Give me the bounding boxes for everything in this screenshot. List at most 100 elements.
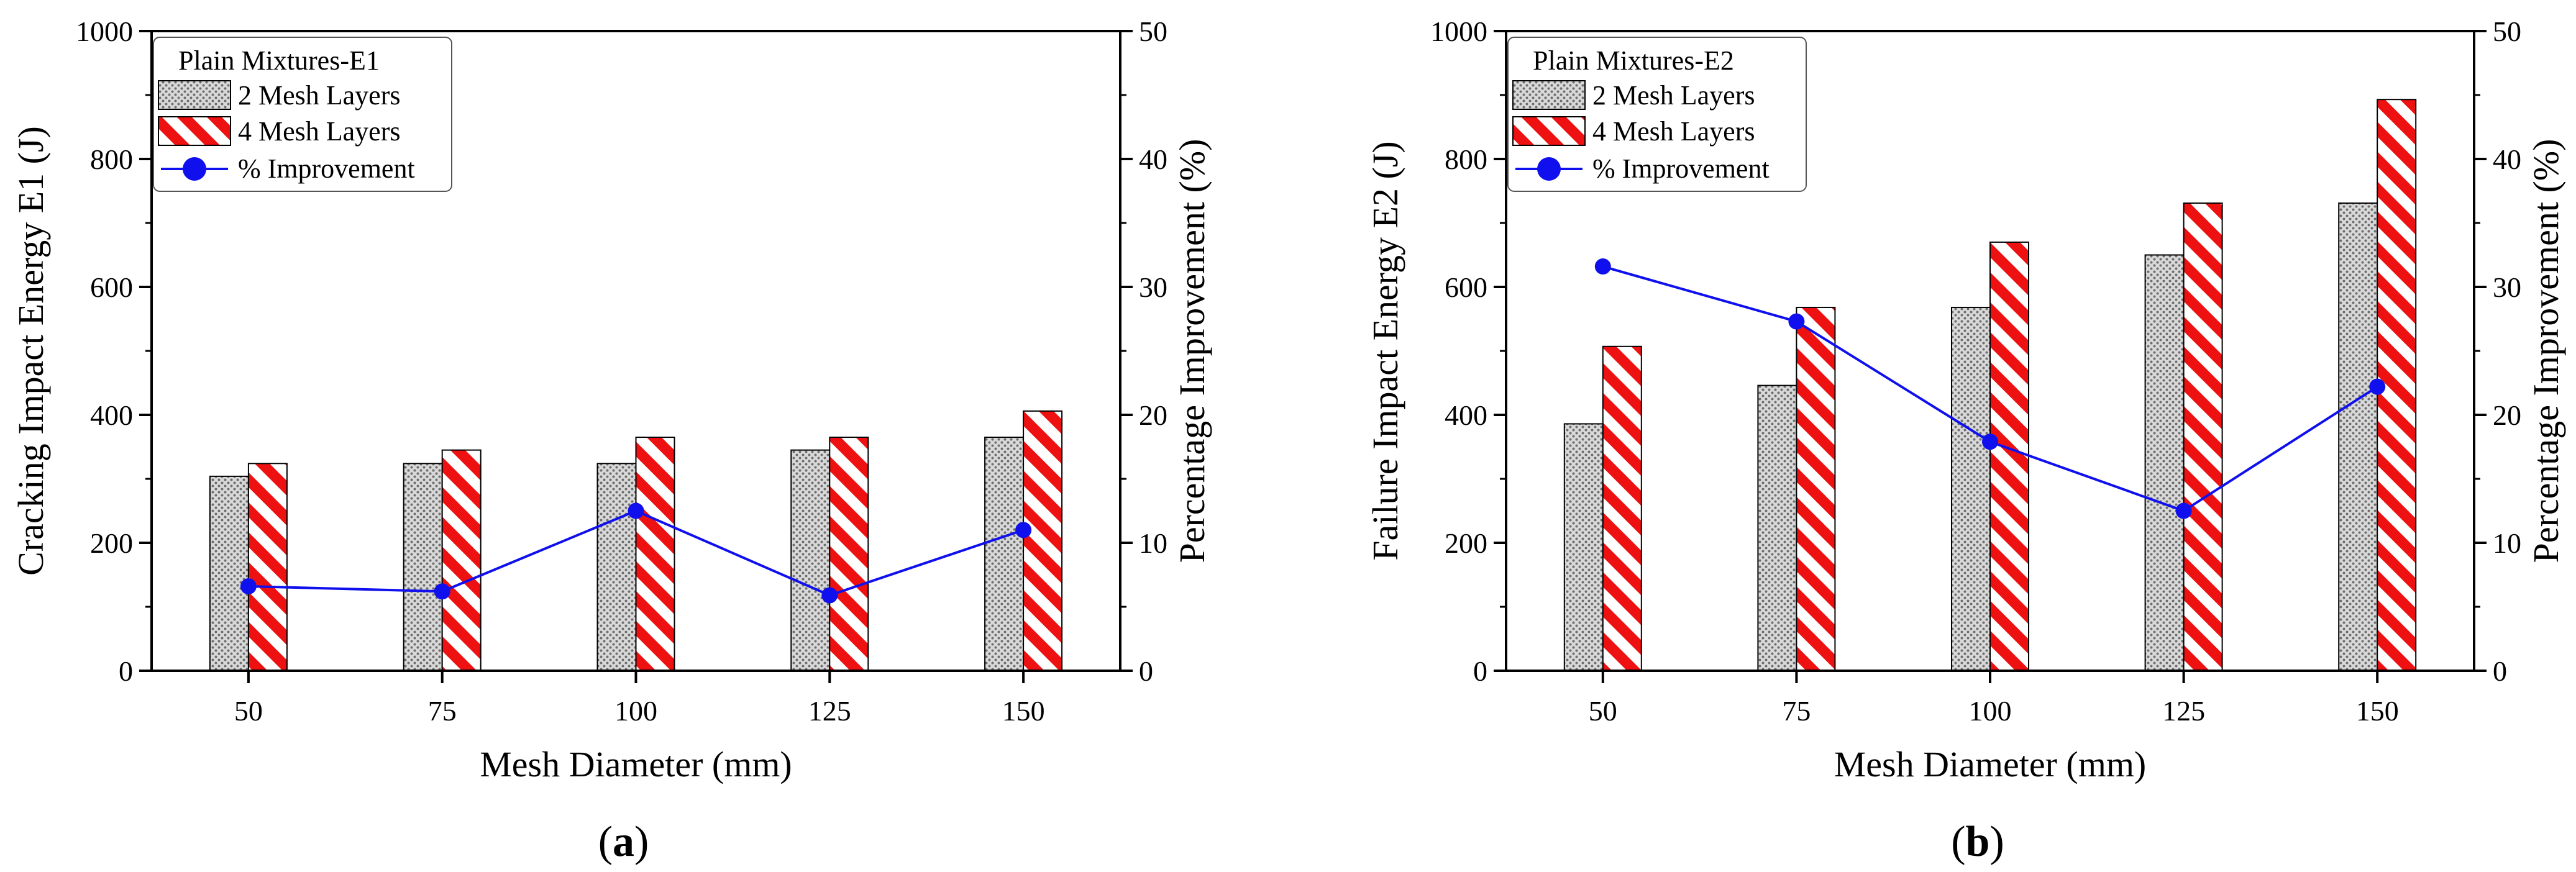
panel-b-bar-2-layers-100 [1951,306,1991,671]
panel-a-bar-2-layers-50 [209,475,249,671]
panel-b-axes: 0 200 400 600 800 1000 0 10 20 30 40 50 50 75 100 125… [1430,16,2521,727]
chart-panel-b: 0 200 400 600 800 1000 0 10 20 30 40 50 50 75 100 125… [1365,16,2566,866]
panel-b-label-letter: b [1966,818,1990,866]
panel-a-left-tick-label-800: 800 [90,143,133,175]
panel-b-right-tick-label-50: 50 [2493,16,2521,47]
panel-a-legend-swatch-4-layers [158,116,231,146]
panel-b-left-axis-ticks: 0 200 400 600 800 1000 [1430,16,1506,687]
panel-b-improvement-point-125 [2175,502,2192,519]
panel-a-right-tick-label-10: 10 [1139,527,1167,559]
panel-b-legend-marker-sample [1537,157,1561,181]
panel-b-bar-2-layers-75 [1757,384,1797,671]
panel-a-bar-4-layers-100 [635,437,675,671]
panel-a-x-tick-label-75: 75 [428,695,457,727]
panel-a-x-tick-label-125: 125 [808,695,851,727]
panel-a-right-tick-label-50: 50 [1139,16,1167,47]
panel-b-x-tick-label-100: 100 [1969,695,2012,727]
panel-a-left-tick-label-1000: 1000 [76,16,133,47]
panel-b-x-tick-label-150: 150 [2356,695,2399,727]
panel-b-improvement-point-50 [1594,258,1611,275]
panel-a-bar-2-layers-75 [403,463,443,672]
panel-a-bar-2-layers-125 [790,449,831,672]
panel-b-legend-label-2-layers: 2 Mesh Layers [1592,80,1755,111]
panel-b-right-tick-label-0: 0 [2493,655,2507,687]
panel-a-x-tick-label-150: 150 [1002,695,1045,727]
panel-a-right-tick-label-30: 30 [1139,271,1167,303]
panel-a-label-close: ) [634,818,649,866]
panel-a-bar-2-layers-150 [984,437,1025,671]
panel-a-bar-4-layers-50 [247,463,288,672]
panel-a-improvement-point-75 [434,583,450,600]
panel-b-improvement-point-75 [1788,313,1805,330]
panel-b-bar-2-layers-125 [2144,254,2185,671]
panel-a-legend-box [153,37,452,192]
panel-b-label: (b) [1951,818,2004,866]
panel-b-x-tick-label-125: 125 [2162,695,2205,727]
panel-b-bars [1563,99,2417,671]
panel-b-legend-label-improvement: % Improvement [1592,153,1770,184]
panel-a-legend-label-improvement: % Improvement [238,153,415,184]
panel-a-right-tick-label-20: 20 [1139,399,1167,431]
panel-b-left-tick-label-400: 400 [1445,399,1487,431]
panel-a-x-axis-label: Mesh Diameter (mm) [480,744,792,784]
panel-b-left-tick-label-0: 0 [1473,655,1487,687]
panel-a-legend: Plain Mixtures-E1 2 Mesh Layers 4 Mesh L… [153,37,452,192]
panel-b-legend-title: Plain Mixtures-E2 [1533,45,1734,76]
panel-a-improvement-series [240,502,1032,604]
panel-b-bar-2-layers-150 [2338,202,2378,671]
panel-b-right-tick-label-40: 40 [2493,143,2521,175]
panel-b-x-axis-ticks: 50 75 100 125 150 [1589,671,2399,727]
panel-a-legend-label-2-layers: 2 Mesh Layers [238,80,401,111]
panel-a-label-open: ( [598,818,613,866]
panel-b-right-tick-label-10: 10 [2493,527,2521,559]
panel-a-label: (a) [598,818,649,866]
panel-a-legend-swatch-2-layers [158,80,231,110]
panel-b-bar-4-layers-100 [1989,241,2029,671]
panel-b-left-tick-label-600: 600 [1445,271,1487,303]
panel-b-improvement-point-100 [1982,434,1998,450]
panel-b-x-tick-label-50: 50 [1589,695,1617,727]
panel-a-right-axis-label: Percentage Improvement (%) [1172,139,1212,563]
panel-a-left-axis-ticks: 0 200 400 600 800 1000 [76,16,152,687]
panel-b-right-axis-ticks: 0 10 20 30 40 50 [2474,16,2521,687]
panel-b-legend-swatch-2-layers [1512,80,1586,110]
panel-a-bars [209,410,1063,672]
panel-b-legend: Plain Mixtures-E2 2 Mesh Layers 4 Mesh L… [1507,37,1807,192]
panel-b-improvement-series [1594,258,2386,519]
panel-b-bar-2-layers-50 [1563,423,1604,671]
panel-b-bar-4-layers-50 [1602,345,1642,671]
panel-a-bar-2-layers-100 [596,463,637,672]
panel-b-right-tick-label-20: 20 [2493,399,2521,431]
panel-a-left-tick-label-0: 0 [119,655,133,687]
panel-b-legend-swatch-4-layers [1512,116,1586,146]
panel-a-x-tick-label-50: 50 [234,695,263,727]
panel-b-right-axis-label: Percentage Improvement (%) [2526,139,2566,563]
panel-a-left-axis-label: Cracking Impact Energy E1 (J) [11,126,51,576]
panel-a-bar-4-layers-75 [441,449,482,672]
panel-a-improvement-point-50 [240,578,257,595]
panel-a-left-tick-label-600: 600 [90,271,133,303]
panel-b-legend-box [1507,37,1807,192]
panel-b-bar-4-layers-75 [1796,306,1836,671]
panel-a-x-tick-label-100: 100 [614,695,657,727]
panel-b-label-open: ( [1951,818,1965,866]
panel-a-right-tick-label-0: 0 [1139,655,1153,687]
panel-b-left-tick-label-1000: 1000 [1430,16,1487,47]
panel-a-legend-label-4-layers: 4 Mesh Layers [238,116,401,147]
panel-a-improvement-point-125 [821,587,838,604]
panel-b-x-axis-label: Mesh Diameter (mm) [1834,744,2147,784]
panel-b-right-tick-label-30: 30 [2493,271,2521,303]
panel-a-improvement-point-150 [1015,522,1032,538]
panel-a-bar-4-layers-125 [829,437,869,671]
panel-a-improvement-point-100 [628,502,644,519]
panel-a-legend-title: Plain Mixtures-E1 [178,45,380,76]
panel-b-label-close: ) [1989,818,2004,866]
chart-panel-a: 0 200 400 600 800 1000 0 10 20 30 40 50 50 75 100 125… [11,16,1212,866]
panel-a-axes: 0 200 400 600 800 1000 0 10 20 30 40 50 50 75 100 125… [76,16,1167,727]
panel-a-right-axis-ticks: 0 10 20 30 40 50 [1120,16,1167,687]
panel-a-label-letter: a [613,818,634,866]
panel-b-bar-4-layers-125 [2183,202,2223,671]
panel-b-left-axis-label: Failure Impact Energy E2 (J) [1365,141,1405,560]
panel-a-right-tick-label-40: 40 [1139,143,1167,175]
